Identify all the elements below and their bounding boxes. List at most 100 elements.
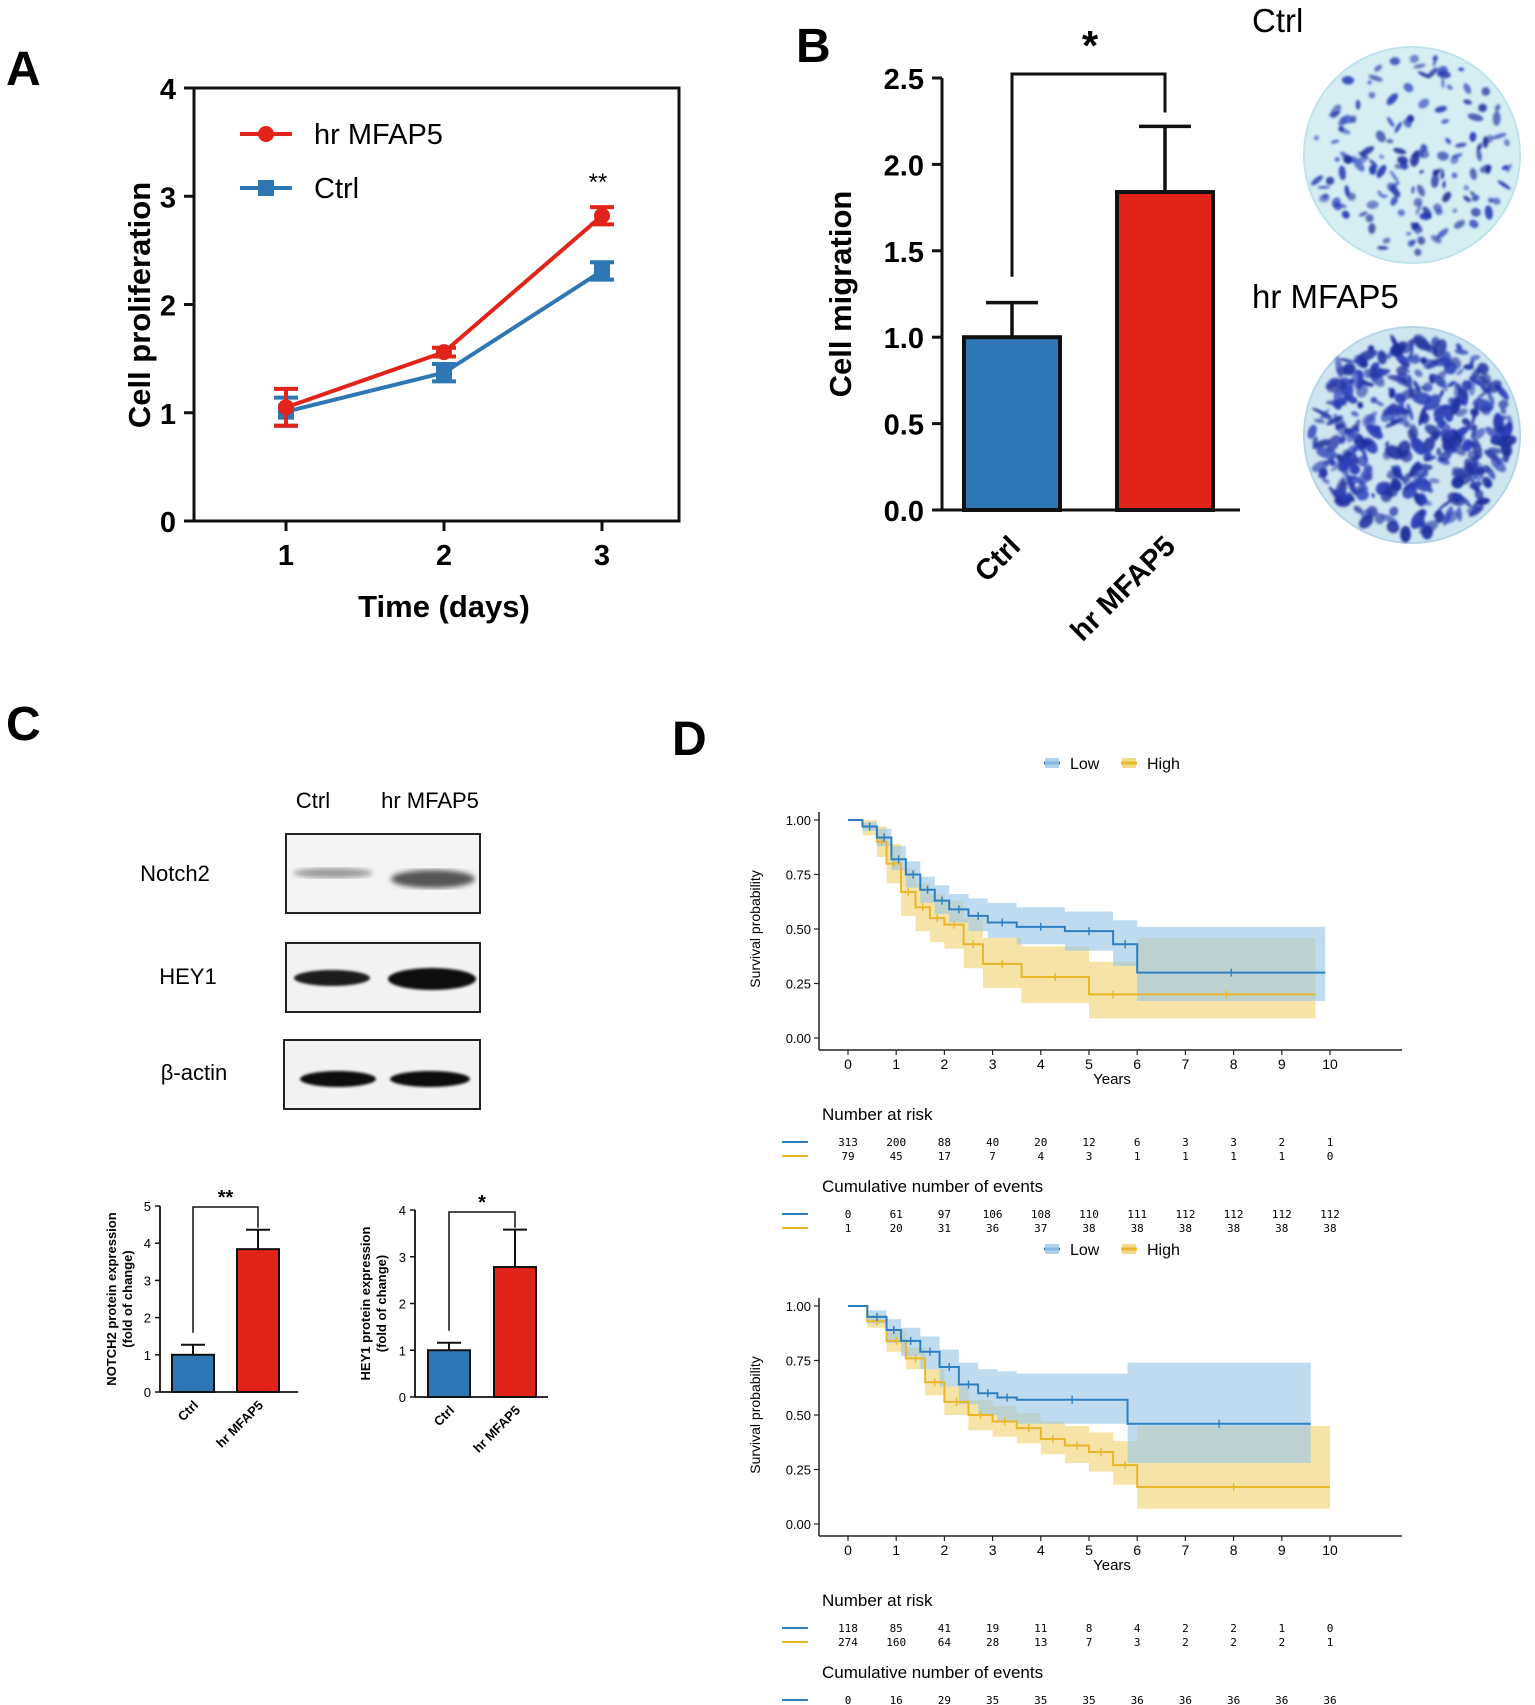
stained-cell	[1422, 206, 1432, 218]
stained-cell	[1466, 505, 1483, 514]
y-tick-label: 3	[144, 1273, 151, 1288]
stained-cell	[1402, 473, 1411, 485]
stained-cell	[1480, 373, 1492, 385]
risk-value-high: 3	[1086, 1150, 1093, 1163]
risk-value-low: 88	[938, 1136, 951, 1149]
stained-cell	[1454, 493, 1462, 500]
stained-cell	[1426, 67, 1438, 79]
events-value-high: 1	[845, 1222, 852, 1235]
stained-cell	[1350, 411, 1359, 417]
stained-cell	[1409, 54, 1419, 64]
panel-letter-c: C	[6, 698, 41, 751]
y-tick-label: 1.00	[786, 1299, 811, 1314]
risk-value-high: 2	[1230, 1636, 1237, 1649]
stained-cell	[1363, 439, 1373, 446]
risk-value-high: 2	[1182, 1636, 1189, 1649]
stained-cell	[1351, 425, 1360, 433]
stained-cell	[1377, 190, 1383, 197]
stained-cell	[1389, 170, 1399, 183]
events-value-high: 20	[890, 1222, 903, 1235]
stained-cell	[1432, 55, 1437, 68]
stained-cell	[1502, 450, 1510, 463]
risk-value-low: 11	[1034, 1622, 1047, 1635]
risk-value-high: 64	[938, 1636, 952, 1649]
stained-cell	[1389, 57, 1401, 66]
panel-b-bar-chart: 0.0 0.5 1.0 1.5 2.0 2.5 Cell migration * Ctrl…	[823, 2, 1521, 648]
image-label-ctrl: Ctrl	[1252, 2, 1303, 39]
stained-cell	[1463, 195, 1471, 203]
x-tick-label: 3	[989, 1056, 997, 1072]
stained-cell	[1469, 219, 1479, 229]
stained-cell	[1419, 520, 1439, 535]
stained-cell	[1400, 162, 1409, 170]
stained-cell	[1371, 492, 1375, 499]
risk-value-low: 2	[1182, 1622, 1189, 1635]
stained-cell	[1338, 165, 1346, 181]
risk-value-low: 313	[838, 1136, 858, 1149]
x-tick-label: 0	[844, 1542, 852, 1558]
stained-cell	[1469, 167, 1477, 180]
band-hey1-hr-mfap5	[388, 968, 476, 990]
y-axis-label-unit: (fold of change)	[120, 1250, 135, 1348]
risk-value-low: 41	[938, 1622, 951, 1635]
events-value-low: 29	[938, 1694, 951, 1705]
stained-cell	[1413, 353, 1422, 361]
stained-cell	[1368, 92, 1376, 99]
x-tick-label: 5	[1085, 1542, 1093, 1558]
stained-cell	[1307, 424, 1317, 439]
events-value-high: 38	[1082, 1222, 1095, 1235]
stained-cell	[1329, 377, 1343, 383]
stained-cell	[1409, 424, 1419, 439]
events-value-low: 112	[1320, 1208, 1340, 1221]
events-value-low: 36	[1227, 1694, 1240, 1705]
y-tick-label: 1	[160, 399, 176, 431]
stained-cell	[1333, 389, 1343, 403]
risk-value-low: 4	[1134, 1622, 1141, 1635]
stained-cell	[1363, 368, 1372, 379]
stained-cell	[1338, 457, 1353, 472]
stained-cell	[1492, 133, 1507, 140]
data-point-hr-mfap5	[436, 344, 452, 361]
stained-cell	[1386, 484, 1398, 497]
stained-cell	[1386, 469, 1402, 480]
stained-cell	[1504, 139, 1510, 147]
significance-bracket	[448, 1211, 516, 1331]
stained-cell	[1497, 180, 1511, 190]
legend-swatch-low	[1045, 758, 1059, 768]
stained-cell	[1401, 377, 1410, 388]
x-tick-label: 8	[1230, 1542, 1238, 1558]
events-value-low: 97	[938, 1208, 951, 1221]
stained-cell	[1431, 338, 1437, 357]
risk-value-high: 274	[838, 1636, 858, 1649]
x-tick-label: 4	[1037, 1056, 1045, 1072]
stained-cell	[1423, 454, 1430, 461]
x-tick-label: 7	[1182, 1542, 1190, 1558]
stained-cell	[1319, 194, 1330, 203]
y-axis-label: HEY1 protein expression	[358, 1227, 373, 1381]
stained-cell	[1362, 414, 1376, 428]
stained-cell	[1434, 105, 1447, 113]
stained-cell	[1422, 437, 1436, 453]
stained-cell	[1411, 239, 1416, 244]
risk-value-high: 1	[1230, 1150, 1237, 1163]
stained-cell	[1463, 83, 1472, 94]
panel-a-y-axis-label: Cell proliferation	[122, 182, 157, 428]
band-notch2-ctrl	[293, 868, 373, 878]
category-label-ctrl: Ctrl	[175, 1398, 201, 1424]
y-axis-label: NOTCH2 protein expression	[104, 1212, 119, 1385]
stained-cell	[1420, 498, 1428, 505]
stained-cell	[1465, 461, 1479, 475]
stained-cell	[1456, 368, 1464, 376]
stained-cell	[1437, 65, 1448, 75]
x-tick-label: 5	[1085, 1056, 1093, 1072]
stained-cell	[1394, 163, 1402, 170]
events-value-low: 36	[1131, 1694, 1144, 1705]
risk-value-high: 1	[1278, 1150, 1285, 1163]
stained-cell	[1439, 389, 1444, 398]
stained-cell	[1481, 464, 1490, 473]
stained-cell	[1376, 164, 1387, 178]
stained-cell	[1455, 408, 1468, 417]
y-tick-label: 0	[160, 507, 176, 539]
stained-cell	[1349, 464, 1361, 475]
x-tick-label: 10	[1322, 1542, 1338, 1558]
